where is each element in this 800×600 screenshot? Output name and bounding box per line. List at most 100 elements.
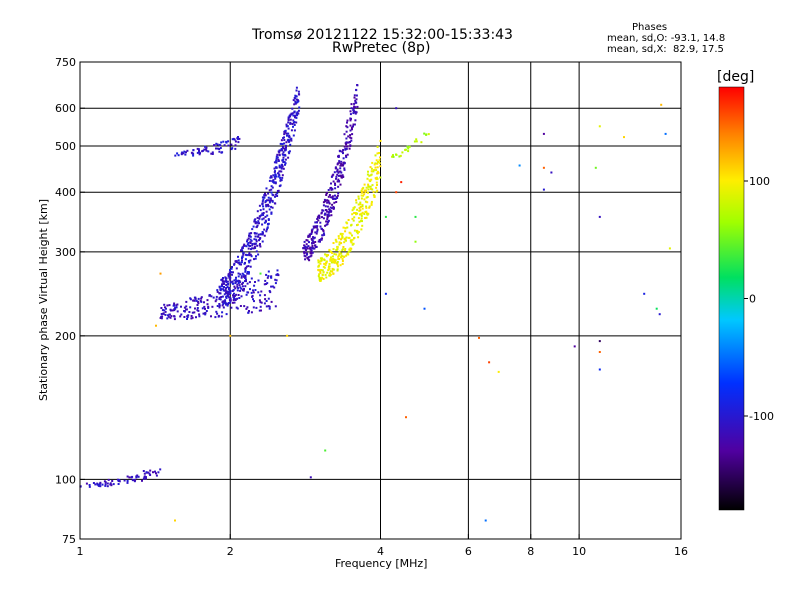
trace-point [173,309,176,312]
trace-point [329,270,332,273]
trace-point [352,107,355,110]
trace-point [328,194,331,196]
trace-point [312,242,315,244]
trace-point [315,232,318,235]
trace-point [247,272,250,275]
trace-point [162,312,165,315]
trace-point [363,198,366,201]
trace-point [365,205,368,208]
trace-point [346,153,349,156]
trace-point [242,281,244,284]
trace-point [85,482,88,485]
trace-point [361,190,364,193]
y-tick-label: 400 [55,186,76,199]
trace-point [331,251,334,254]
trace-point [314,244,316,247]
trace-point [318,268,321,271]
trace-point [313,226,316,229]
trace-point [340,160,343,163]
scatter-point [229,334,232,337]
trace-point [246,240,248,243]
trace-point [265,204,268,206]
trace-point [252,225,255,228]
trace-point [133,480,136,483]
trace-point [259,305,262,308]
y-tick-label: 600 [55,102,76,115]
trace-point [321,237,323,240]
trace-point [205,146,208,149]
trace-point [392,155,395,158]
trace-point [239,281,242,284]
trace-point [346,226,349,229]
trace-point [375,159,378,162]
trace-point [293,129,296,132]
trace-point [267,203,269,206]
trace-point [337,254,340,257]
trace-point [259,243,261,245]
trace-point [258,222,260,225]
trace-point [337,192,340,195]
trace-point [370,202,373,205]
trace-point [427,133,430,136]
trace-point [233,285,236,288]
scatter-point [655,307,658,310]
trace-point [352,219,355,222]
trace-point [319,262,322,265]
trace-point [155,474,158,477]
trace-point [239,289,242,292]
trace-point [223,282,225,285]
trace-point [364,217,367,219]
trace-point [336,268,339,271]
trace-point [341,248,344,251]
trace-point [256,244,259,247]
trace-point [326,215,329,218]
trace-point [272,179,275,182]
trace-point [306,239,309,242]
trace-point [284,158,287,161]
trace-point [345,236,348,239]
trace-point [376,184,378,186]
trace-point [224,292,227,294]
x-tick-label: 1 [77,545,84,558]
trace-point [365,186,368,189]
trace-point [356,208,359,211]
trace-point [169,308,172,311]
trace-point [281,143,284,146]
trace-point [312,225,315,228]
trace-point [276,190,279,192]
trace-point [198,149,200,152]
trace-point [336,173,339,176]
trace-point [256,221,259,224]
trace-point [228,276,231,279]
trace-point [311,245,314,247]
trace-point [343,241,346,244]
trace-point [229,272,232,275]
trace-point [281,176,284,179]
scatter-point [542,188,545,191]
trace-point [183,316,186,318]
trace-point [246,306,249,309]
trace-point [316,230,319,233]
trace-point [111,480,114,482]
trace-point [328,265,331,268]
scatter-point [324,449,327,452]
trace-point [377,161,379,164]
trace-point [218,150,221,153]
trace-point [218,292,221,295]
trace-point [222,288,225,291]
x-tick-label: 8 [527,545,534,558]
trace-point [317,259,320,262]
trace-point [248,254,251,257]
trace-point [349,144,352,147]
trace-point [265,283,268,285]
x-tick-label: 4 [377,545,384,558]
trace-point [368,205,371,208]
trace-point [254,218,257,221]
trace-point [109,482,112,485]
trace-point [267,223,270,226]
trace-point [194,307,196,310]
scatter-point [598,215,601,218]
trace-point [210,152,213,155]
trace-point [274,166,277,169]
trace-point [352,207,355,210]
